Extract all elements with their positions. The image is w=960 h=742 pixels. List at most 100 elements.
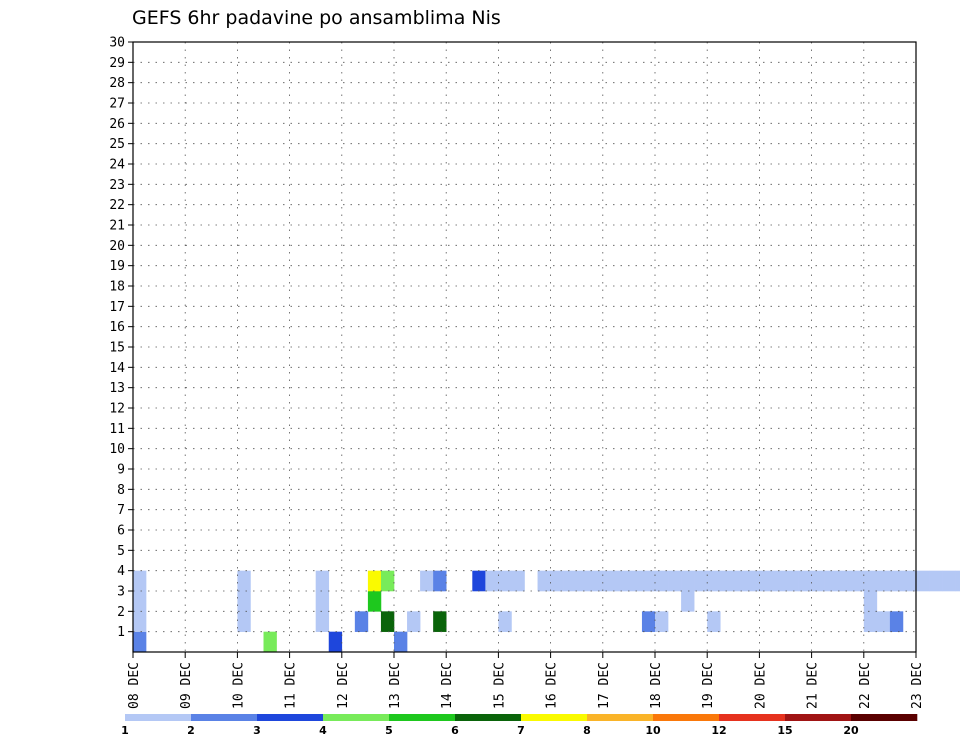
y-tick-label: 21 xyxy=(109,219,125,234)
y-tick-label: 30 xyxy=(109,36,125,51)
heatmap-cell xyxy=(420,570,434,592)
x-axis: 08 DEC 09 DEC 10 DEC 11 DEC 12 DEC 13 DEC 14 D… xyxy=(127,652,925,709)
cells-layer xyxy=(133,570,960,653)
x-tick-label: 13 DEC xyxy=(388,662,403,709)
heatmap-cell xyxy=(655,570,669,592)
heatmap-cell xyxy=(133,570,147,592)
y-tick-label: 25 xyxy=(109,137,125,152)
x-tick-label: 21 DEC xyxy=(806,662,821,709)
grid-layer xyxy=(133,42,916,652)
legend-swatch xyxy=(719,714,786,721)
y-tick-label: 2 xyxy=(117,605,125,620)
legend-swatch xyxy=(587,714,654,721)
y-tick-label: 1 xyxy=(117,625,125,640)
heatmap-cell xyxy=(394,631,408,653)
heatmap-cell xyxy=(707,611,721,632)
x-tick-label: 20 DEC xyxy=(753,662,768,709)
legend-swatch xyxy=(455,714,522,721)
heatmap-cell xyxy=(433,611,447,632)
legend-label: 5 xyxy=(385,724,393,737)
heatmap-cell xyxy=(876,570,891,592)
y-tick-label: 14 xyxy=(109,361,125,376)
heatmap-cell xyxy=(929,570,943,592)
heatmap-cell xyxy=(315,570,330,592)
y-tick-label: 23 xyxy=(109,178,125,193)
legend-swatch xyxy=(521,714,588,721)
legend-label: 6 xyxy=(451,724,459,737)
heatmap-cell xyxy=(563,570,577,592)
heatmap-cell xyxy=(628,570,643,592)
y-tick-label: 5 xyxy=(117,544,125,559)
x-tick-label: 15 DEC xyxy=(492,662,507,709)
heatmap-cell xyxy=(759,570,773,592)
heatmap-cell xyxy=(681,570,695,592)
heatmap-cell xyxy=(889,570,904,592)
heatmap-cell xyxy=(837,570,852,592)
heatmap-cell xyxy=(550,570,564,592)
heatmap-cell xyxy=(133,611,147,632)
heatmap-cell xyxy=(641,611,656,632)
y-tick-label: 3 xyxy=(117,585,125,600)
heatmap-cell xyxy=(850,570,865,592)
x-tick-label: 10 DEC xyxy=(231,662,246,709)
y-tick-label: 8 xyxy=(117,483,125,498)
x-tick-label: 17 DEC xyxy=(597,662,612,709)
y-axis: 1234567891011121314151617181920212223242… xyxy=(109,36,133,640)
heatmap-cell xyxy=(498,570,512,592)
y-tick-label: 29 xyxy=(109,56,125,71)
heatmap-cell xyxy=(576,570,591,592)
y-tick-label: 7 xyxy=(117,503,125,518)
y-tick-label: 12 xyxy=(109,402,125,417)
y-tick-label: 11 xyxy=(109,422,125,437)
heatmap-cell xyxy=(237,591,251,612)
heatmap-cell xyxy=(237,611,251,632)
legend: 1 2 3 4 5 6 7 8 10 12 15 20 xyxy=(121,714,918,737)
legend-label: 10 xyxy=(645,724,661,737)
heatmap-cell xyxy=(263,631,277,653)
heatmap-cell xyxy=(380,570,395,592)
heatmap-cell xyxy=(602,570,617,592)
y-tick-label: 26 xyxy=(109,117,125,132)
legend-swatch xyxy=(785,714,852,721)
chart-title: GEFS 6hr padavine po ansamblima Nis xyxy=(132,7,501,29)
y-tick-label: 9 xyxy=(117,463,125,478)
heatmap-cell xyxy=(668,570,682,592)
legend-swatch xyxy=(191,714,258,721)
heatmap-cell xyxy=(537,570,551,592)
x-tick-label: 23 DEC xyxy=(910,662,925,709)
x-tick-label: 16 DEC xyxy=(545,662,560,709)
heatmap-cell xyxy=(681,591,695,612)
heatmap-cell xyxy=(367,570,382,592)
y-tick-label: 19 xyxy=(109,259,125,274)
heatmap-cell xyxy=(133,631,147,653)
heatmap-cell xyxy=(876,611,891,632)
y-tick-label: 6 xyxy=(117,524,125,539)
legend-swatch xyxy=(653,714,720,721)
y-tick-label: 20 xyxy=(109,239,125,254)
heatmap-cell xyxy=(237,570,251,592)
heatmap-cell xyxy=(902,570,917,592)
y-tick-label: 22 xyxy=(109,198,125,213)
x-tick-label: 12 DEC xyxy=(336,662,351,709)
legend-swatch xyxy=(257,714,324,721)
y-tick-label: 10 xyxy=(109,442,125,457)
heatmap-cell xyxy=(863,611,878,632)
y-tick-label: 28 xyxy=(109,76,125,91)
y-tick-label: 27 xyxy=(109,97,125,112)
x-tick-label: 11 DEC xyxy=(284,662,299,709)
heatmap-cell xyxy=(407,611,421,632)
legend-label: 7 xyxy=(517,724,525,737)
heatmap-cell xyxy=(798,570,812,592)
heatmap-cell xyxy=(772,570,786,592)
x-tick-label: 08 DEC xyxy=(127,662,142,709)
legend-swatch xyxy=(125,714,192,721)
legend-label: 3 xyxy=(253,724,261,737)
legend-label: 12 xyxy=(711,724,726,737)
legend-swatch xyxy=(323,714,390,721)
heatmap-cell xyxy=(720,570,734,592)
x-tick-label: 14 DEC xyxy=(440,662,455,709)
y-tick-label: 24 xyxy=(109,158,125,173)
y-tick-label: 15 xyxy=(109,341,125,356)
